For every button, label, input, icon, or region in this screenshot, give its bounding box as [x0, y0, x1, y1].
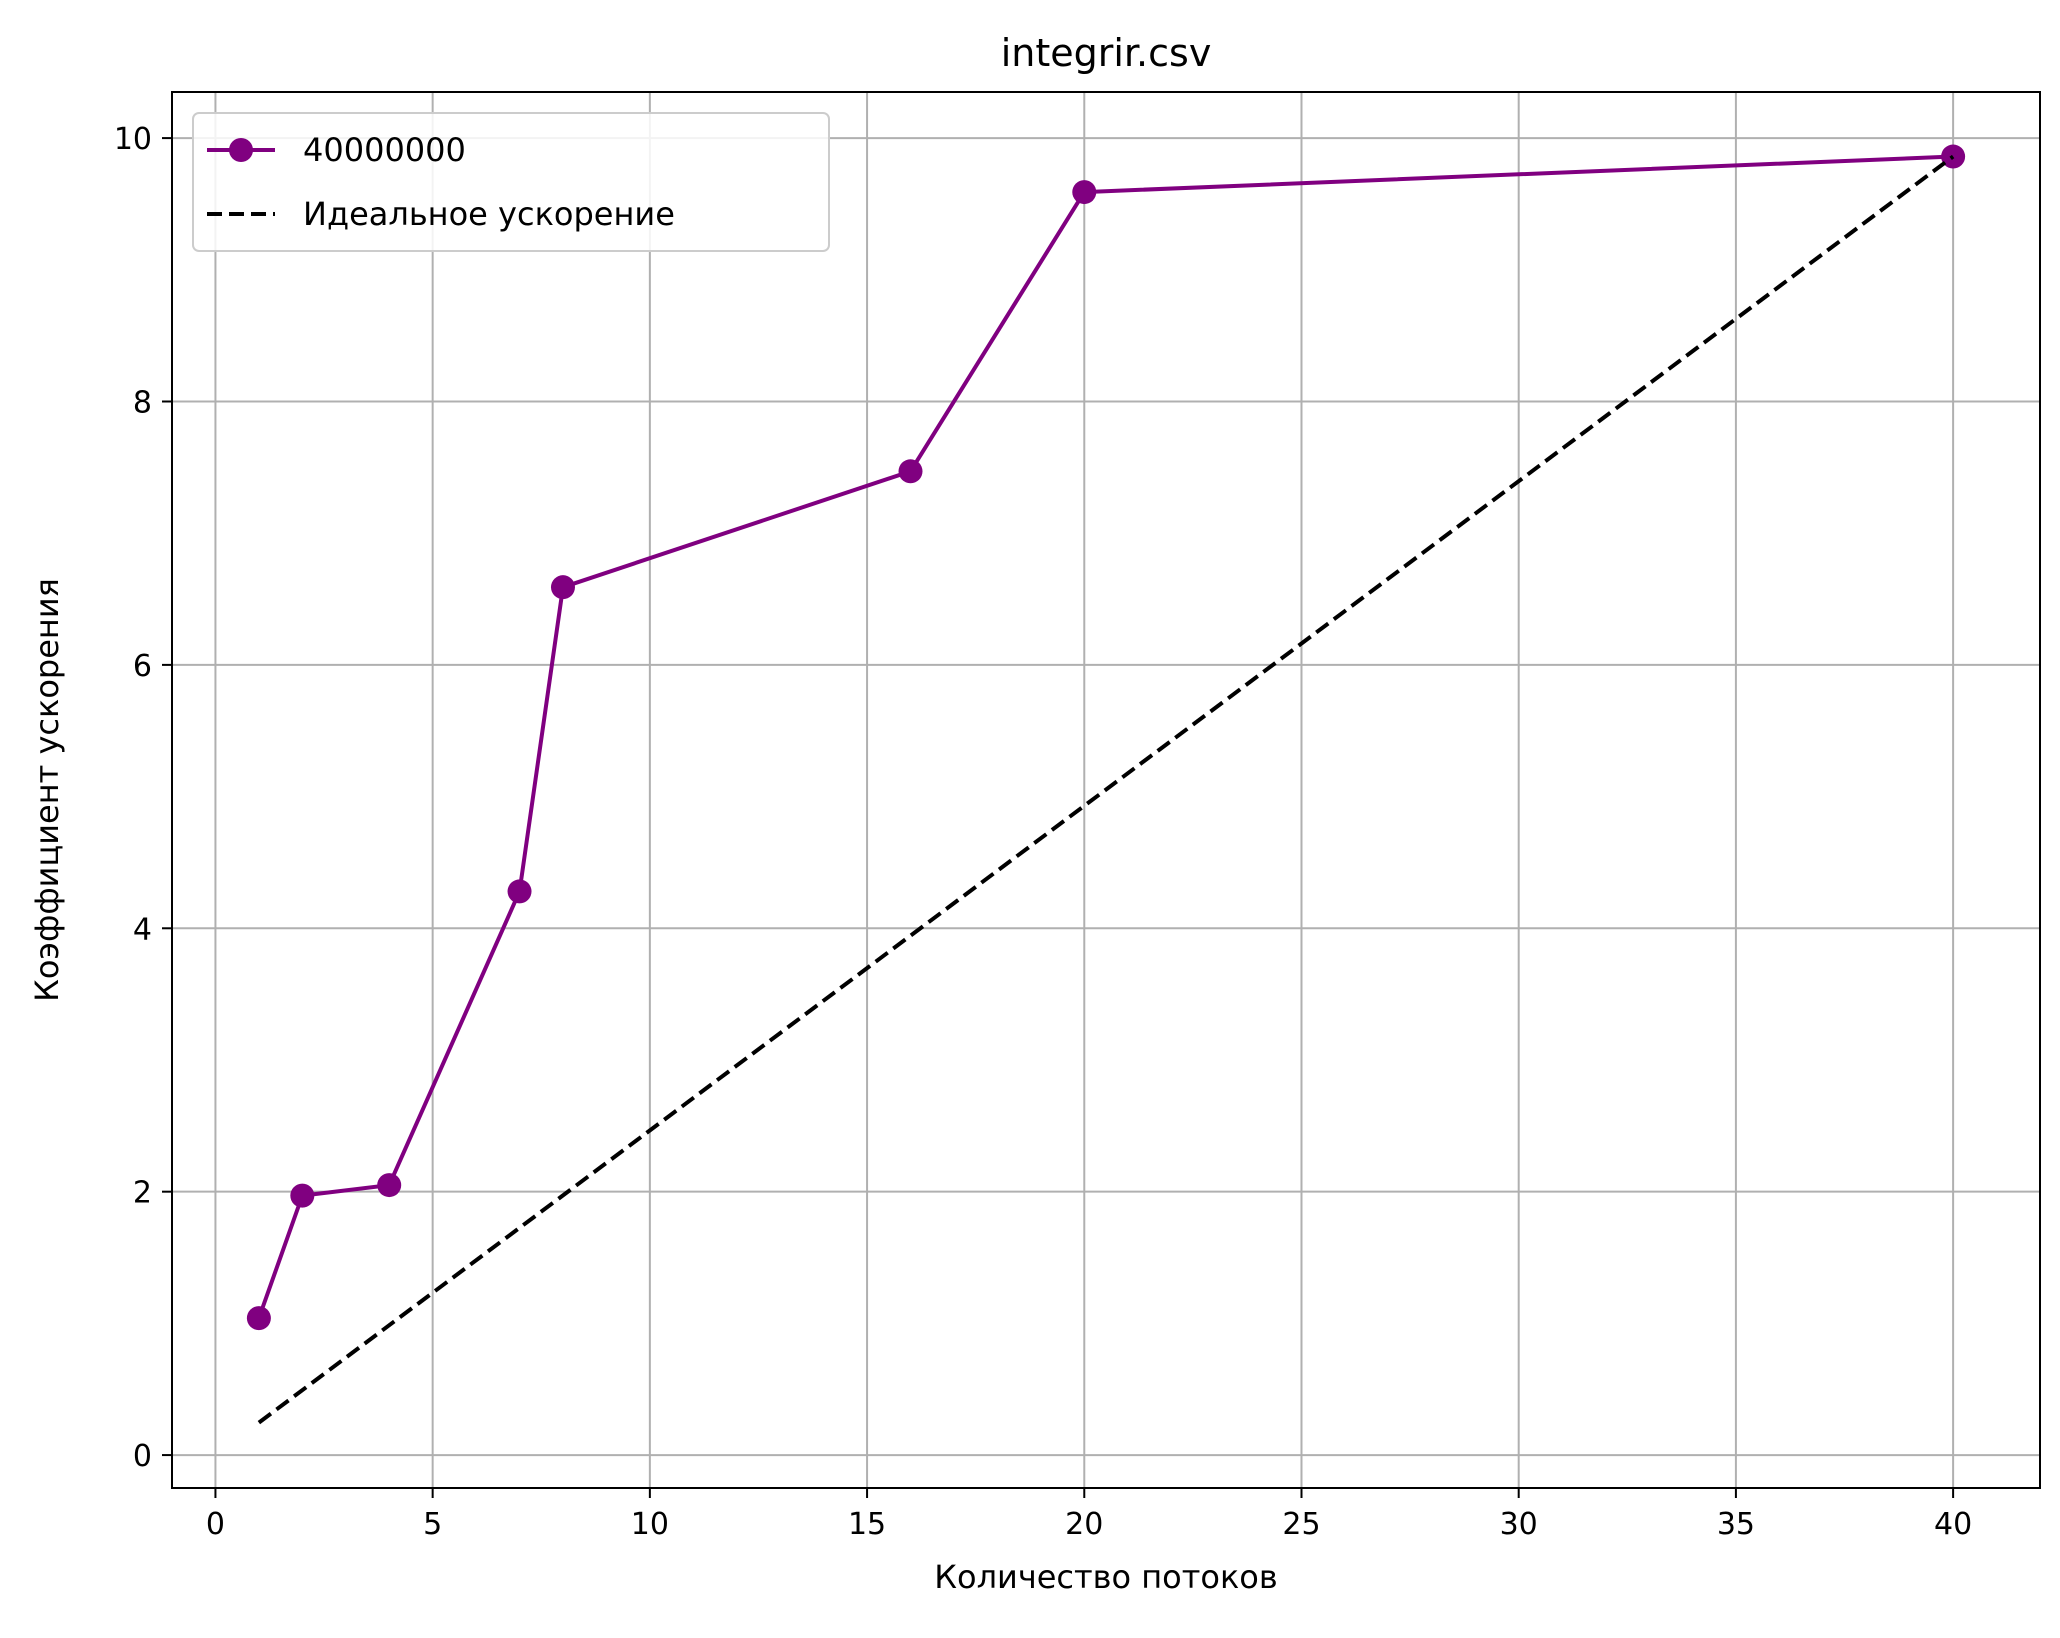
y-tick-label: 6 — [133, 649, 152, 684]
series-point — [550, 575, 575, 600]
x-tick-label: 15 — [848, 1507, 886, 1542]
x-tick-label: 5 — [423, 1507, 442, 1542]
legend-label-1: Идеальное ускорение — [303, 195, 675, 233]
series-line-0 — [256, 154, 1954, 1319]
series-point — [1072, 180, 1097, 205]
x-tick-label: 10 — [631, 1507, 669, 1542]
x-tick-label: 40 — [1934, 1507, 1972, 1542]
y-tick-label: 8 — [133, 385, 152, 420]
series-point — [246, 1306, 271, 1331]
y-tick-label: 10 — [114, 122, 152, 157]
chart-title: integrir.csv — [1001, 31, 1212, 75]
x-tick-label: 0 — [206, 1507, 225, 1542]
y-axis-label: Коэффициент ускорения — [28, 578, 66, 1002]
x-tick-label: 30 — [1500, 1507, 1538, 1542]
x-tick-label: 25 — [1282, 1507, 1320, 1542]
x-axis-label: Количество потоков — [934, 1558, 1277, 1596]
legend-box — [192, 112, 830, 252]
plot-area-frame — [171, 91, 2041, 1489]
series-point — [290, 1183, 315, 1208]
axis-ticks: 0 5 10 15 20 25 30 35 40 0 2 4 6 8 10 — [114, 122, 1972, 1542]
y-tick-label: 2 — [133, 1176, 152, 1211]
series-line-1 — [257, 154, 1955, 1425]
series-point — [507, 879, 532, 904]
legend: 40000000 Идеальное ускорение — [192, 112, 830, 252]
legend-marker-0 — [229, 138, 253, 162]
plot-series — [246, 144, 1966, 1425]
legend-label-0: 40000000 — [303, 131, 466, 169]
x-tick-label: 35 — [1717, 1507, 1755, 1542]
x-tick-label: 20 — [1065, 1507, 1103, 1542]
y-tick-label: 0 — [133, 1439, 152, 1474]
grid — [172, 92, 2040, 1488]
series-point — [898, 459, 923, 484]
series-point — [377, 1173, 402, 1198]
y-tick-label: 4 — [133, 912, 152, 947]
